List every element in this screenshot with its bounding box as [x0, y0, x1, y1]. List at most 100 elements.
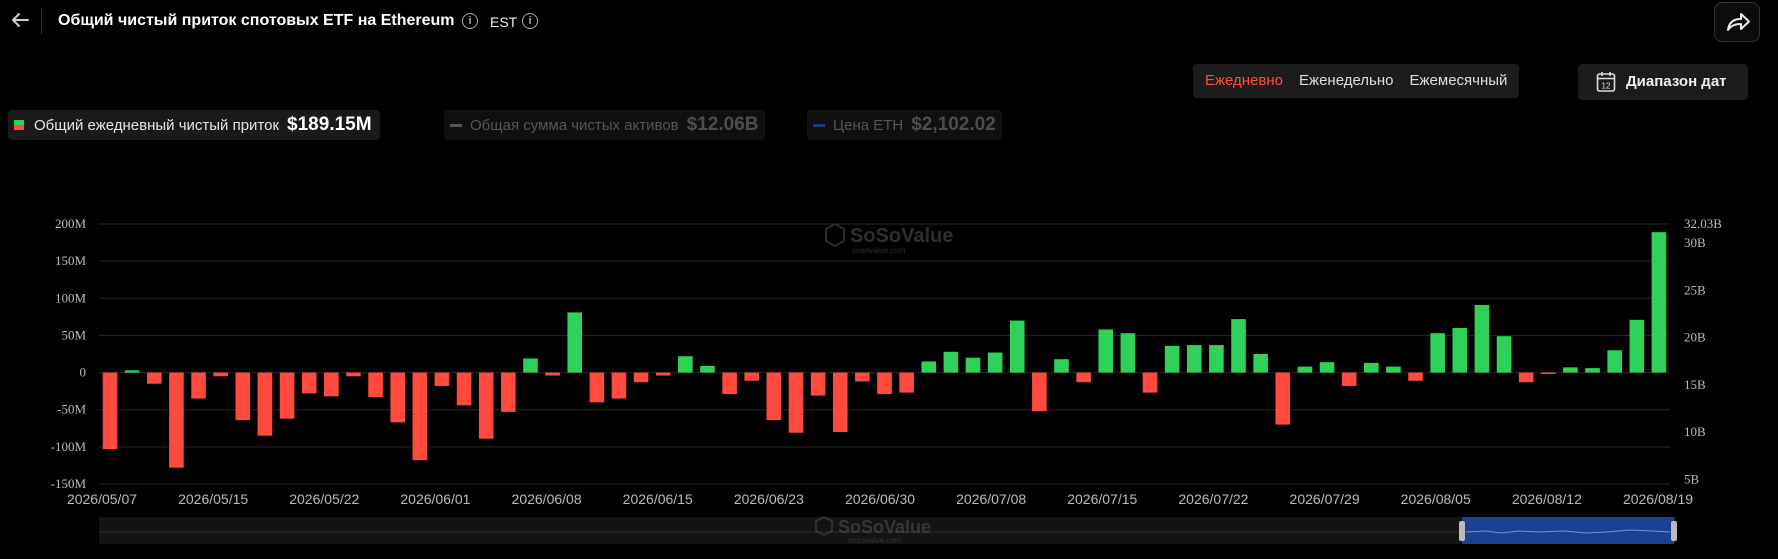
legend-name: Цена ETH [833, 116, 904, 134]
bar [1430, 333, 1445, 373]
navigator-right-handle[interactable] [1671, 521, 1677, 541]
legend-swatch-icon [14, 120, 24, 130]
watermark-domain: sosovalue.com [848, 536, 902, 545]
y-right-tick-label: 20B [1684, 330, 1706, 345]
x-tick-label: 2026/06/30 [845, 491, 915, 507]
bar [1651, 232, 1667, 373]
x-tick-label: 2026/05/22 [289, 491, 359, 507]
legend-line-icon [813, 123, 825, 127]
legend-line-icon [450, 123, 462, 127]
page-title: Общий чистый приток спотовых ETF на Ethe… [58, 12, 455, 29]
x-tick-label: 2026/05/07 [67, 491, 137, 507]
date-range-button[interactable]: 12 Диапазон дат [1578, 64, 1748, 100]
navigator-track [99, 517, 1676, 544]
bar [434, 372, 450, 386]
bar [346, 372, 361, 377]
bar [899, 372, 914, 393]
legend-value: $189.15M [287, 114, 372, 135]
x-tick-label: 2026/06/15 [623, 491, 693, 507]
legend-value: $2,102.02 [911, 114, 996, 135]
back-arrow-icon[interactable] [8, 8, 32, 32]
bar [1032, 372, 1047, 412]
bar [1209, 345, 1224, 373]
bar [147, 372, 162, 384]
legend-eth-price[interactable]: Цена ETH $2,102.02 [807, 110, 1002, 140]
bar [965, 357, 981, 373]
bar [501, 372, 516, 412]
bar [1009, 320, 1025, 373]
timezone-info-icon[interactable]: i [522, 13, 538, 29]
x-tick-label: 2026/08/19 [1623, 491, 1693, 507]
divider [41, 8, 42, 34]
bar [545, 372, 560, 376]
y-left-tick-label: -50M [57, 402, 86, 417]
legend-name: Общая сумма чистых активов [470, 116, 679, 134]
bar [722, 372, 737, 395]
navigator-left-handle[interactable] [1459, 521, 1465, 541]
bar [1341, 372, 1357, 386]
bar [412, 372, 428, 461]
bar [1518, 372, 1534, 383]
bar [766, 372, 782, 421]
bar [1297, 366, 1313, 373]
bar [877, 372, 892, 395]
bar [1363, 362, 1379, 373]
legend-daily-inflow[interactable]: Общий ежедневный чистый приток $189.15M [8, 110, 380, 140]
bar [678, 356, 693, 373]
bar [456, 372, 472, 406]
y-left-tick-label: -150M [51, 476, 87, 491]
sosovalue-logo-icon [815, 515, 833, 537]
bar [1474, 304, 1490, 373]
bar [213, 372, 228, 377]
y-left-tick-label: 0 [80, 365, 87, 380]
watermark-brand: SoSoValue [850, 225, 953, 247]
bar [1164, 345, 1180, 373]
period-daily-tab[interactable]: Ежедневно [1205, 72, 1284, 89]
bar [1076, 372, 1091, 383]
x-tick-label: 2026/06/01 [400, 491, 470, 507]
bar [611, 372, 627, 399]
bar [1054, 359, 1069, 373]
x-tick-label: 2026/06/08 [512, 491, 582, 507]
bar [1319, 362, 1335, 373]
x-tick-label: 2026/07/29 [1290, 491, 1360, 507]
bar [655, 372, 671, 376]
bar [832, 372, 848, 432]
x-tick-label: 2026/07/22 [1178, 491, 1248, 507]
bar [169, 372, 184, 468]
share-button[interactable] [1714, 2, 1760, 42]
period-selector: Ежедневно Еженедельно Ежемесячный [1193, 64, 1520, 98]
info-icon[interactable]: i [462, 13, 478, 29]
y-left-tick-label: 50M [61, 327, 86, 342]
bar [257, 372, 273, 436]
x-tick-label: 2026/07/15 [1067, 491, 1137, 507]
bar [235, 372, 251, 421]
bar [1408, 372, 1423, 381]
bar [1386, 366, 1401, 373]
y-left-tick-label: -100M [51, 439, 87, 454]
bar [788, 372, 804, 433]
bar [1541, 372, 1556, 375]
period-monthly-tab[interactable]: Ежемесячный [1409, 72, 1508, 89]
bar [1275, 372, 1291, 425]
bar [921, 361, 937, 373]
y-right-tick-label: 5B [1684, 471, 1700, 486]
bar [633, 372, 649, 383]
date-range-label: Диапазон дат [1626, 73, 1727, 90]
period-weekly-tab[interactable]: Еженедельно [1299, 72, 1394, 89]
bar [1452, 328, 1468, 373]
y-right-tick-label: 25B [1684, 282, 1706, 297]
x-tick-label: 2026/08/05 [1401, 491, 1471, 507]
bar [1585, 368, 1600, 373]
bar [1231, 319, 1246, 373]
legend-total-net-assets[interactable]: Общая сумма чистых активов $12.06B [444, 110, 765, 140]
bar [987, 352, 1003, 373]
bar [1120, 333, 1136, 373]
y-left-tick-label: 100M [55, 290, 87, 305]
bar [943, 351, 959, 373]
timezone-label: EST [490, 14, 518, 30]
bar [744, 372, 760, 381]
bar [1629, 319, 1645, 373]
